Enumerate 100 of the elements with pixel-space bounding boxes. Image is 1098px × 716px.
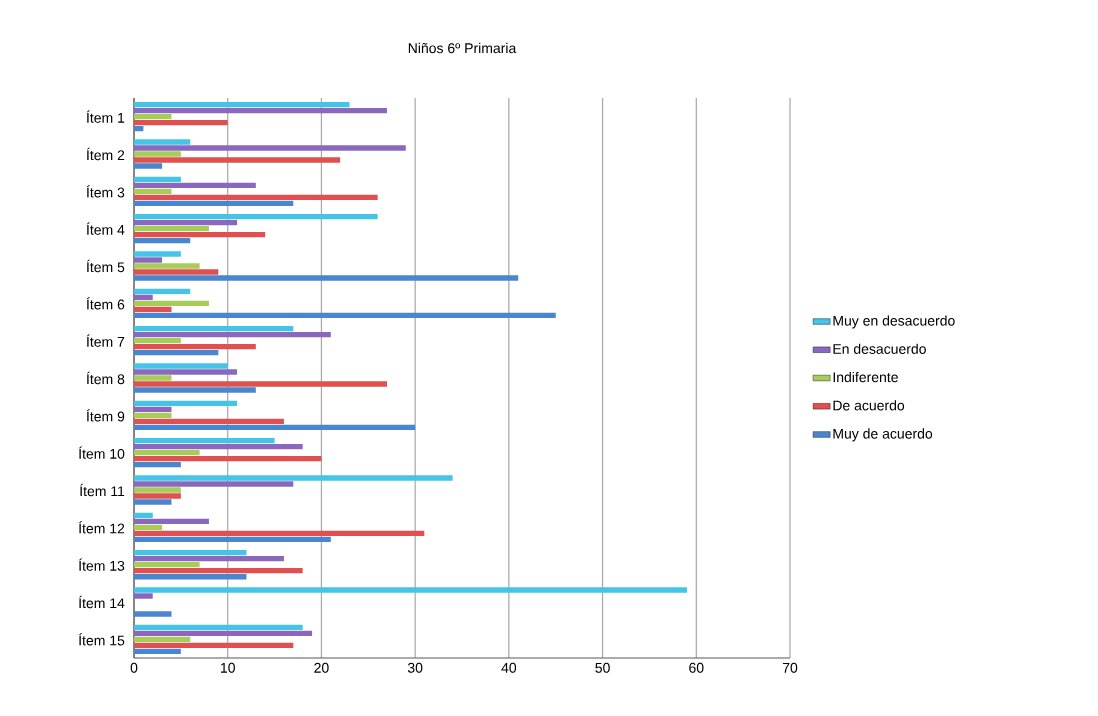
x-tick-label: 10 xyxy=(221,662,235,673)
bar xyxy=(134,231,266,238)
x-tick-label: 0 xyxy=(130,662,138,673)
bar xyxy=(134,349,219,356)
bar xyxy=(134,611,172,617)
bar xyxy=(134,573,247,580)
bar xyxy=(134,188,172,195)
y-tick-label: Ítem 8 xyxy=(86,371,125,385)
bar xyxy=(134,381,388,387)
bar xyxy=(134,387,256,393)
legend-label: Muy en desacuerdo xyxy=(833,315,955,329)
legend-label: En desacuerdo xyxy=(833,343,926,354)
bar xyxy=(134,412,172,419)
bar xyxy=(134,487,181,493)
y-tick-label: Ítem 5 xyxy=(86,259,125,273)
bar xyxy=(134,312,556,319)
bar xyxy=(134,455,322,462)
y-tick-label: Ítem 6 xyxy=(86,297,125,310)
bar xyxy=(134,536,331,543)
bar xyxy=(134,642,294,649)
bar xyxy=(134,567,303,574)
bar xyxy=(134,499,172,505)
bar xyxy=(134,337,181,344)
bar xyxy=(134,475,453,481)
bar xyxy=(134,251,181,257)
bar xyxy=(134,151,181,157)
bar xyxy=(134,555,284,562)
bar xyxy=(134,263,200,269)
bar xyxy=(134,213,378,220)
bar xyxy=(134,418,284,425)
bar xyxy=(134,200,294,207)
y-tick-label: Ítem 9 xyxy=(86,409,125,422)
bar xyxy=(134,113,172,120)
y-tick-label: Ítem 12 xyxy=(79,521,125,534)
bar xyxy=(134,275,519,281)
y-tick-label: Ítem 14 xyxy=(79,595,125,609)
bar xyxy=(134,300,209,307)
bar xyxy=(134,530,425,537)
bar xyxy=(134,424,416,431)
bar xyxy=(134,107,388,114)
x-tick-label: 30 xyxy=(407,662,423,673)
y-tick-label: Ítem 10 xyxy=(79,446,125,459)
bar xyxy=(134,406,172,413)
bar xyxy=(134,630,313,637)
bar xyxy=(134,163,163,169)
bar xyxy=(134,561,200,568)
bar xyxy=(134,306,172,313)
bar xyxy=(134,119,228,126)
bar xyxy=(134,636,191,643)
bar xyxy=(134,101,350,108)
bar xyxy=(134,518,209,525)
x-tick-label: 60 xyxy=(689,662,704,673)
bar xyxy=(134,331,331,338)
x-tick-label: 50 xyxy=(595,662,610,673)
bar xyxy=(134,461,181,468)
bar xyxy=(134,593,153,599)
y-tick-label: Ítem 4 xyxy=(86,222,125,235)
bar xyxy=(134,512,153,519)
bar xyxy=(134,524,163,531)
bar xyxy=(134,400,238,407)
bar xyxy=(134,139,191,145)
bar xyxy=(134,375,172,381)
bar xyxy=(134,449,200,456)
bar xyxy=(134,493,181,499)
bar xyxy=(134,157,341,163)
y-tick-label: Ítem 2 xyxy=(86,147,125,161)
bar xyxy=(134,194,378,201)
x-tick-label: 20 xyxy=(314,662,329,673)
legend-label: Indiferente xyxy=(833,371,898,383)
bar xyxy=(134,369,238,375)
bar xyxy=(134,269,219,275)
y-tick-label: Ítem 3 xyxy=(86,185,125,198)
x-tick-label: 70 xyxy=(782,662,798,673)
bar xyxy=(134,648,181,655)
y-tick-label: Ítem 11 xyxy=(80,483,125,497)
bar xyxy=(134,443,303,450)
x-tick-label: 40 xyxy=(501,662,517,673)
legend-label: De acuerdo xyxy=(833,400,905,411)
bar xyxy=(134,624,303,631)
bar xyxy=(134,145,406,151)
bar xyxy=(134,481,294,487)
bar xyxy=(134,219,238,226)
bar xyxy=(134,288,191,295)
y-tick-label: Ítem 1 xyxy=(86,110,125,123)
bar xyxy=(134,294,153,301)
y-tick-label: Ítem 13 xyxy=(79,558,125,571)
y-tick-label: Ítem 15 xyxy=(79,633,125,646)
bar xyxy=(134,437,275,444)
bar xyxy=(134,343,256,350)
chart-title: Niños 6º Primaria xyxy=(408,42,517,54)
bar xyxy=(134,549,247,556)
bar xyxy=(134,182,256,189)
bar xyxy=(134,225,209,232)
bar xyxy=(134,363,228,369)
bar xyxy=(134,237,191,244)
y-tick-label: Ítem 7 xyxy=(86,334,125,347)
bar xyxy=(134,587,687,593)
legend-label: Muy de acuerdo xyxy=(833,428,933,442)
bar xyxy=(134,257,163,263)
bar xyxy=(134,325,294,332)
